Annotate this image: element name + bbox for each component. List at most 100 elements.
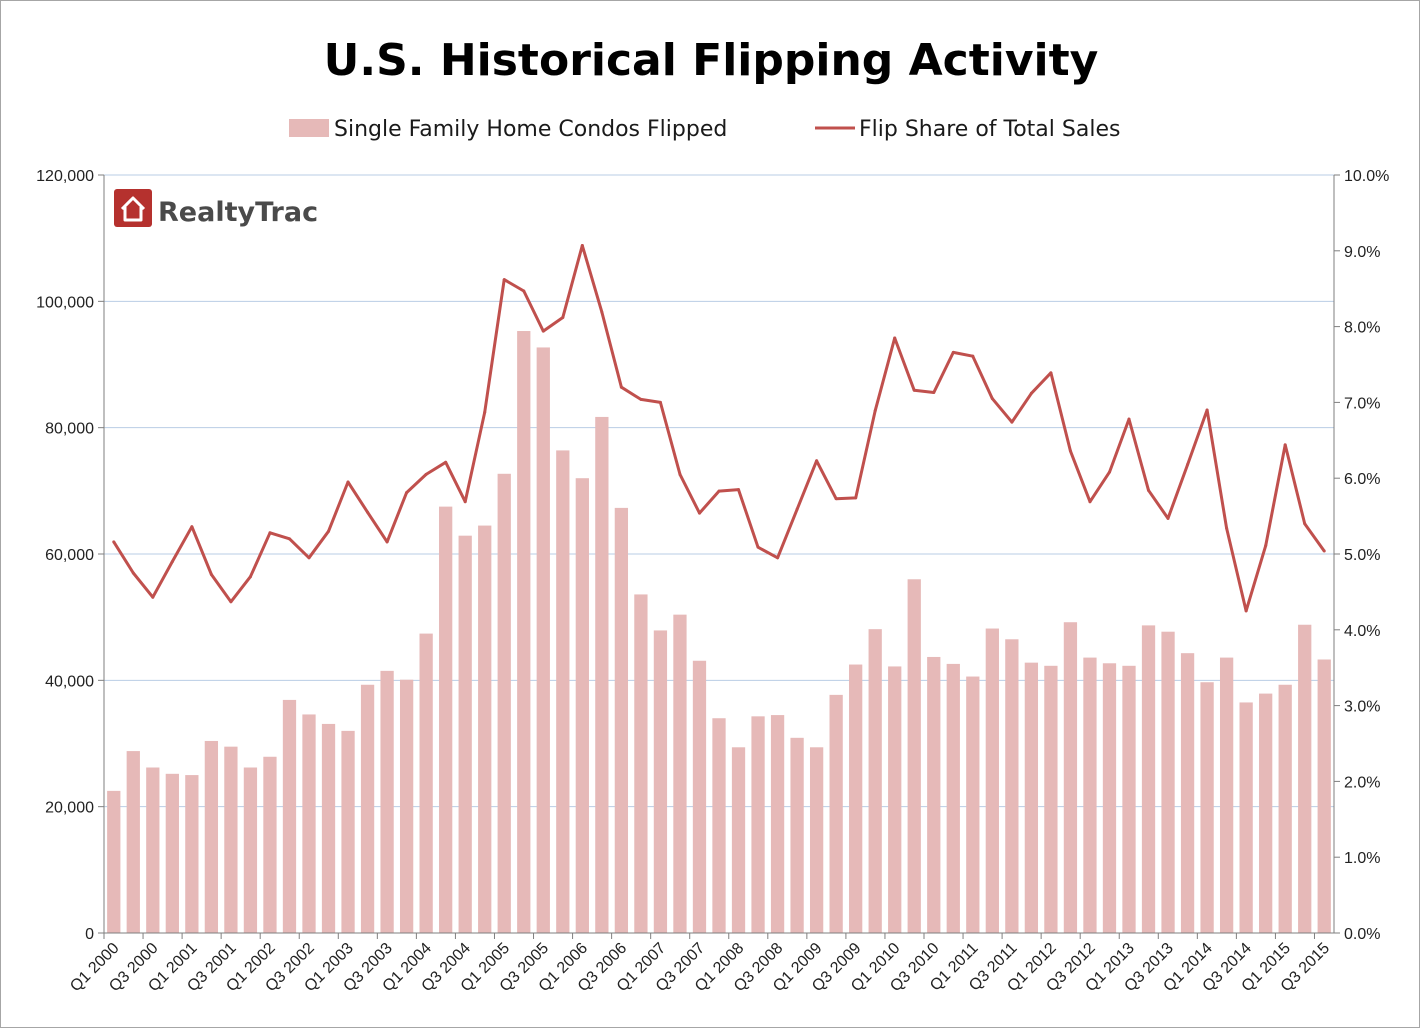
bar — [321, 723, 336, 933]
bar — [966, 676, 980, 933]
line-point — [248, 575, 252, 579]
line-point — [795, 507, 799, 511]
line-point — [1166, 516, 1170, 520]
bar — [1259, 693, 1273, 933]
chart-title: U.S. Historical Flipping Activity — [324, 35, 1099, 86]
line-point — [131, 571, 135, 575]
bar — [1063, 622, 1078, 933]
bar — [1102, 663, 1117, 933]
bar — [107, 790, 121, 933]
bar — [673, 614, 687, 933]
line-point — [600, 310, 604, 314]
line-point — [678, 472, 682, 476]
line-point — [229, 600, 233, 604]
bar — [1141, 625, 1156, 933]
line-point — [1127, 417, 1131, 421]
line-point — [697, 511, 701, 515]
line-point — [502, 278, 506, 282]
line-point — [1088, 500, 1092, 504]
bar — [1239, 702, 1253, 933]
flip-share-line — [112, 244, 1326, 613]
line-series — [112, 243, 1326, 613]
legend-bar-label: Single Family Home Condos Flipped — [334, 117, 727, 142]
y-right-tick-label: 9.0% — [1344, 244, 1380, 261]
bar — [1298, 624, 1312, 933]
bar — [497, 473, 511, 933]
line-point — [405, 491, 409, 495]
bar — [439, 506, 453, 933]
y-right-tick-label: 1.0% — [1344, 850, 1380, 867]
line-point — [639, 397, 643, 401]
bar — [927, 656, 941, 933]
bar — [536, 347, 550, 933]
line-point — [1303, 522, 1307, 526]
bar — [185, 775, 199, 933]
line-point — [346, 480, 350, 484]
bar — [790, 737, 804, 933]
bar — [380, 670, 394, 933]
y-left-tick-label: 80,000 — [45, 421, 94, 438]
line-point — [873, 409, 877, 413]
bar — [634, 594, 648, 933]
y-left-tick-label: 60,000 — [45, 547, 94, 564]
line-point — [951, 350, 955, 354]
line-point — [424, 472, 428, 476]
line-point — [463, 500, 467, 504]
bar — [770, 715, 785, 933]
y-right-tick-label: 7.0% — [1344, 395, 1380, 412]
y-axis-right-ticks: 0.0% 1.0% 2.0% 3.0% 4.0% 5.0% 6.0% 7.0% 8.0% 9.0%… — [1334, 168, 1389, 943]
bar — [517, 331, 531, 933]
bar — [282, 699, 297, 933]
line-point — [737, 488, 741, 492]
line-point — [444, 460, 448, 464]
line-point — [756, 545, 760, 549]
bar — [575, 478, 589, 933]
bar — [595, 416, 609, 933]
bar — [751, 716, 765, 933]
line-point — [776, 556, 780, 560]
line-point — [1107, 470, 1111, 474]
legend-line-label: Flip Share of Total Sales — [859, 117, 1120, 142]
bar — [907, 579, 921, 933]
logo-text: RealtyTrac — [158, 197, 318, 228]
line-point — [1049, 371, 1053, 375]
bar — [868, 629, 882, 933]
line-point — [1147, 488, 1151, 492]
line-point — [209, 572, 213, 576]
bar — [888, 666, 902, 933]
bar — [204, 740, 219, 933]
bar — [849, 664, 863, 933]
line-point — [717, 489, 721, 493]
bar — [224, 746, 238, 933]
line-point — [1225, 526, 1229, 530]
line-point — [932, 391, 936, 395]
y-right-tick-label: 4.0% — [1344, 623, 1380, 640]
bar — [1161, 631, 1175, 933]
bar — [985, 628, 999, 933]
line-point — [1283, 443, 1287, 447]
line-point — [287, 537, 291, 541]
bar — [1024, 662, 1039, 933]
bar — [829, 694, 843, 933]
bar — [419, 633, 433, 933]
line-point — [658, 400, 662, 404]
bar — [1005, 639, 1019, 933]
bar — [341, 730, 355, 933]
line-point — [1264, 544, 1268, 548]
y-left-tick-label: 100,000 — [36, 294, 94, 311]
bar-series — [107, 331, 1331, 933]
bar — [1044, 665, 1058, 933]
bar — [263, 756, 277, 933]
bar — [1317, 659, 1331, 933]
y-right-tick-label: 8.0% — [1344, 320, 1380, 337]
bar — [1180, 653, 1195, 933]
bar — [692, 660, 707, 933]
line-point — [151, 595, 155, 599]
line-point — [1322, 549, 1326, 553]
y-right-tick-label: 6.0% — [1344, 471, 1380, 488]
realtytrac-logo: RealtyTrac — [114, 189, 318, 228]
line-point — [990, 397, 994, 401]
line-point — [1205, 408, 1209, 412]
